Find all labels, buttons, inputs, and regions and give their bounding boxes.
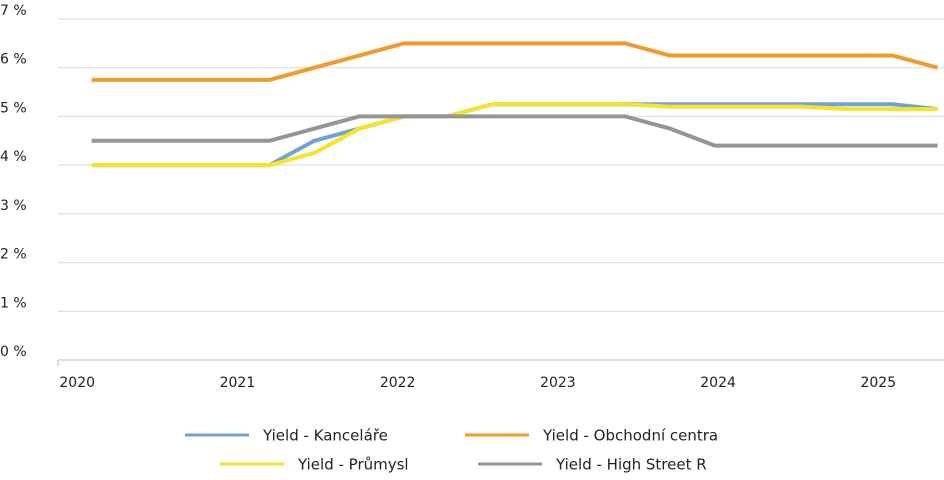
legend-label: Yield - Kanceláře [262, 427, 388, 445]
x-tick-label: 2022 [380, 375, 416, 391]
legend-label: Yield - Průmysl [297, 456, 409, 474]
series-line [91, 102, 938, 168]
x-tick-label: 2020 [59, 375, 95, 391]
legend-label: Yield - Obchodní centra [542, 427, 718, 445]
x-tick-label: 2023 [540, 375, 576, 391]
y-tick-label: 1 % [0, 295, 27, 311]
y-tick-label: 3 % [0, 198, 27, 214]
x-tick-label: 2021 [220, 375, 256, 391]
series-line [91, 102, 938, 168]
y-tick-label: 5 % [0, 100, 27, 116]
y-tick-label: 6 % [0, 52, 27, 68]
y-tick-label: 0 % [0, 344, 27, 360]
legend-label: Yield - High Street R [555, 456, 707, 474]
y-tick-label: 2 % [0, 247, 27, 263]
y-tick-label: 4 % [0, 149, 27, 165]
y-tick-label: 7 % [0, 3, 27, 19]
x-tick-label: 2025 [860, 375, 896, 391]
x-tick-label: 2024 [700, 375, 736, 391]
series-line [91, 114, 938, 148]
series-line [91, 41, 939, 82]
